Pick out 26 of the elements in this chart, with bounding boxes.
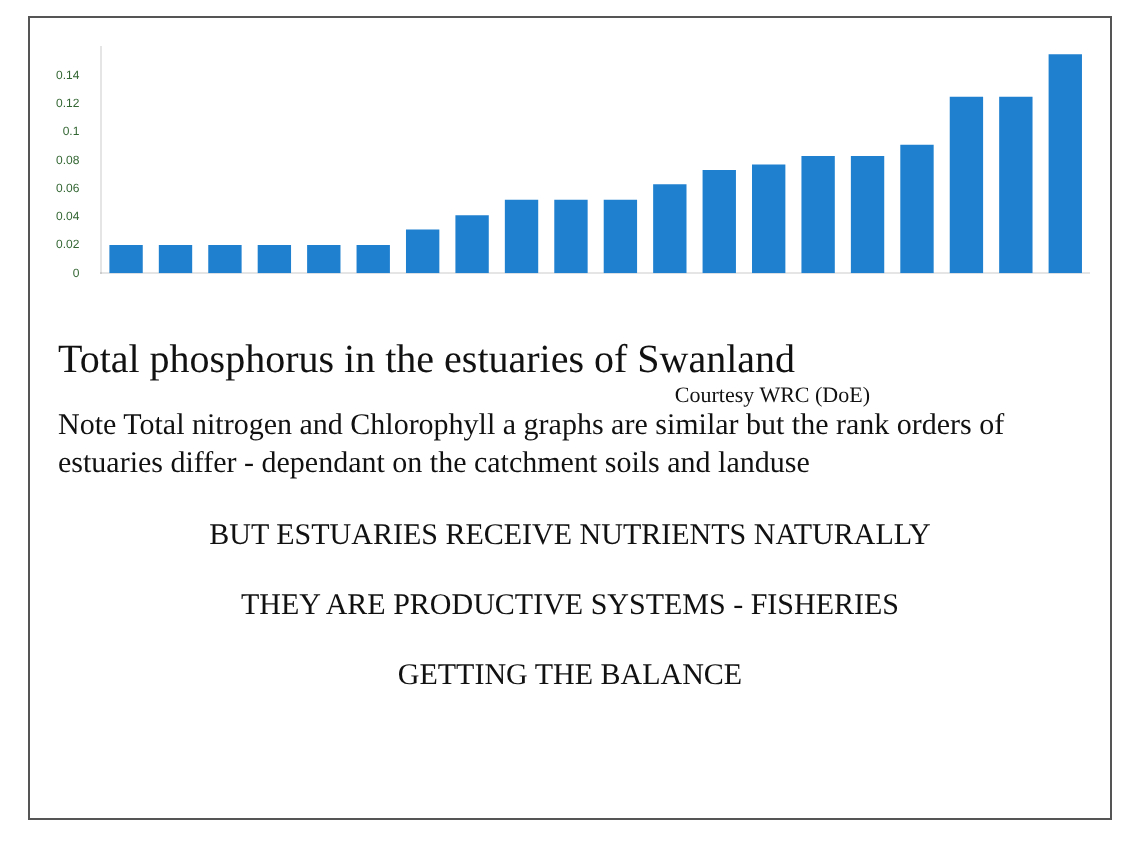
bar (752, 164, 786, 274)
bar (307, 244, 341, 274)
bar (801, 155, 835, 274)
bar (405, 229, 440, 274)
bar (257, 244, 292, 274)
bar (208, 244, 242, 274)
bar (455, 215, 489, 274)
bar (504, 199, 539, 274)
bar (949, 96, 984, 274)
bar (999, 96, 1033, 274)
text: THEY ARE PRODUCTIVE SYSTEMS - FISHERIES (238, 590, 902, 624)
bar (158, 244, 193, 274)
bar (109, 244, 143, 274)
text: Courtesy WRC (DoE) (672, 384, 870, 408)
bar (1048, 54, 1082, 274)
bar (554, 199, 588, 274)
bar (850, 155, 885, 274)
text: Total phosphorus in the estuaries of Swanland (58, 338, 798, 384)
bar (653, 184, 687, 274)
bar (356, 244, 390, 274)
text: BUT ESTUARIES RECEIVE NUTRIENTS NATURALLY (207, 520, 933, 554)
bar (702, 170, 736, 274)
bar (603, 199, 638, 274)
text: GETTING THE BALANCE (395, 660, 745, 694)
bar (900, 144, 934, 274)
text: Note Total nitrogen and Chlorophyll a graphs are similar but the rank orders of estuaries differ - dependant on the catchment soils and landuse (58, 408, 1007, 484)
